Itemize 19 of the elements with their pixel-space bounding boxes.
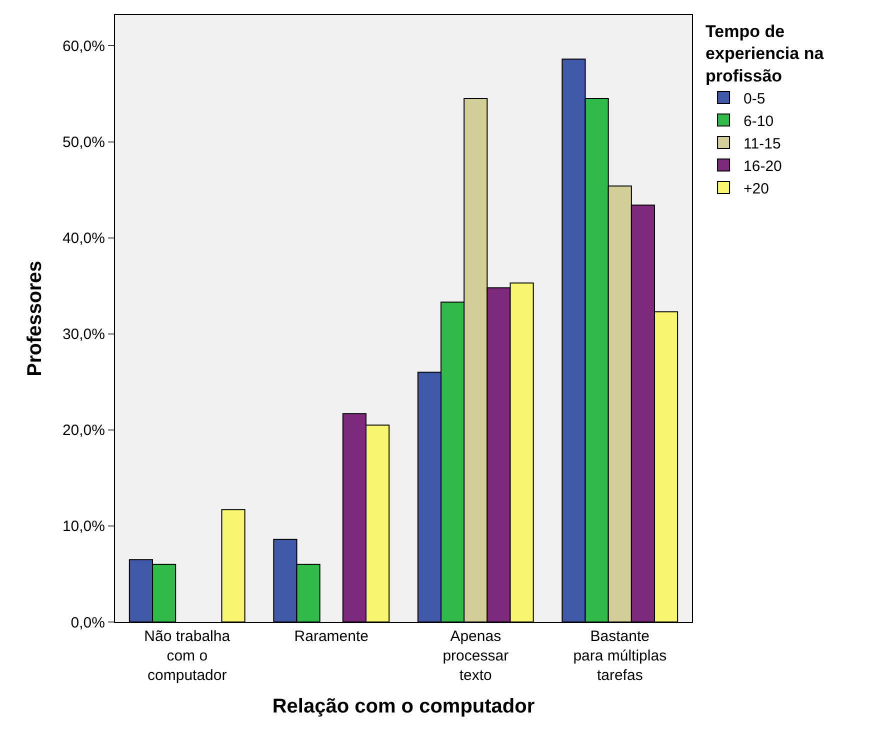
y-tick-label: 0,0% xyxy=(70,614,105,632)
legend-label: +20 xyxy=(744,180,769,198)
legend-label: 6-10 xyxy=(744,112,774,130)
y-tick-label: 30,0% xyxy=(62,326,105,344)
y-tick-label: 60,0% xyxy=(62,38,105,55)
y-tick-label: 20,0% xyxy=(62,422,105,440)
legend-title: Tempo de experiencia na profissão xyxy=(706,22,824,86)
y-axis-title: Professores xyxy=(24,260,46,376)
y-tick-label: 50,0% xyxy=(62,134,105,152)
y-tick-label: 40,0% xyxy=(62,230,105,248)
x-axis-title: Relação com o computador xyxy=(272,696,535,718)
legend-label: 16-20 xyxy=(744,158,782,175)
x-tick-label: Bastante para múltiplas tarefas xyxy=(573,628,667,684)
x-tick-label: Não trabalha com o computador xyxy=(144,628,231,684)
legend-label: 0-5 xyxy=(744,90,766,108)
x-tick-label: Apenas processar texto xyxy=(442,628,509,684)
y-tick-label: 10,0% xyxy=(62,518,105,536)
legend-label: 11-15 xyxy=(744,135,781,152)
x-tick-label: Raramente xyxy=(294,628,368,645)
